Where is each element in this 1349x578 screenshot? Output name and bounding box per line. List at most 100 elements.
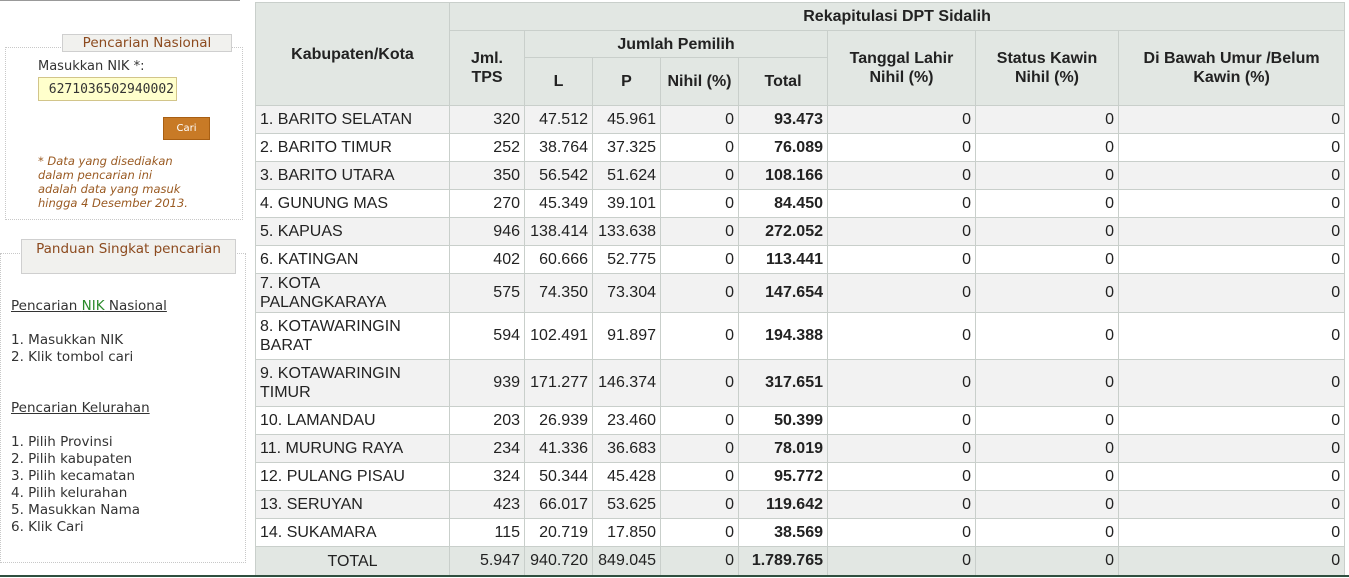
cell-kawin: 0 (975, 161, 1119, 190)
table-row: 7. KOTA PALANGKARAYA 575 74.350 73.304 0 147.… (255, 273, 1346, 313)
cell-l: 45.349 (524, 189, 593, 218)
cell-l: 47.512 (524, 105, 593, 134)
cell-name: 1. BARITO SELATAN (255, 105, 450, 134)
guide-nik-steps: 1. Masukkan NIK 2. Klik tombol cari (11, 332, 133, 366)
cell-tps: 946 (449, 217, 525, 246)
cell-umur: 0 (1117, 359, 1346, 407)
cell-tgl: 0 (827, 189, 976, 218)
cell-tps: 594 (449, 312, 525, 360)
nik-input[interactable] (38, 77, 177, 101)
table-row: 12. PULANG PISAU 324 50.344 45.428 0 95.772 0 0… (255, 462, 1346, 491)
cell-name: 5. KAPUAS (255, 217, 450, 246)
guide-kel-step: 2. Pilih kabupaten (11, 451, 133, 467)
cell-kawin: 0 (975, 490, 1119, 519)
guide-nik-heading-highlight: NIK (81, 298, 105, 314)
cell-total: 119.642 (738, 490, 828, 519)
cell-nihil: 0 (660, 105, 739, 134)
cell-tps: 423 (449, 490, 525, 519)
cell-umur: 0 (1117, 273, 1346, 313)
header-total: Total (738, 57, 828, 106)
cell-nihil: 0 (660, 518, 739, 547)
search-button[interactable]: Cari (163, 117, 210, 140)
cell-tgl: 0 (827, 273, 976, 313)
cell-l: 41.336 (524, 434, 593, 463)
cell-name: 8. KOTAWARINGIN BARAT (255, 312, 450, 360)
cell-l: 102.491 (524, 312, 593, 360)
header-tanggal-lahir: Tanggal Lahir Nihil (%) (827, 30, 976, 106)
top-divider (0, 0, 240, 1)
cell-umur: 0 (1117, 406, 1346, 435)
cell-total: 108.166 (738, 161, 828, 190)
cell-tgl: 0 (827, 359, 976, 407)
guide-nik-heading[interactable]: Pencarian NIK Nasional (11, 298, 167, 314)
cell-p: 91.897 (592, 312, 661, 360)
cell-kawin: 0 (975, 105, 1119, 134)
footer-divider (0, 575, 1349, 577)
cell-tgl: 0 (827, 245, 976, 274)
cell-tgl: 0 (827, 312, 976, 360)
cell-tps: 252 (449, 133, 525, 162)
cell-total: 147.654 (738, 273, 828, 313)
table-row: 13. SERUYAN 423 66.017 53.625 0 119.642 0 0 0 (255, 490, 1346, 519)
cell-nihil: 0 (660, 189, 739, 218)
cell-total: 84.450 (738, 189, 828, 218)
guide-panel-title: Panduan Singkat pencarian (21, 239, 236, 274)
header-l: L (524, 57, 593, 106)
cell-umur: 0 (1117, 245, 1346, 274)
cell-total: 93.473 (738, 105, 828, 134)
cell-name: 6. KATINGAN (255, 245, 450, 274)
cell-nihil: 0 (660, 161, 739, 190)
cell-tps: 320 (449, 105, 525, 134)
cell-umur: 0 (1117, 312, 1346, 360)
guide-kel-step: 5. Masukkan Nama (11, 502, 140, 518)
table-row: 5. KAPUAS 946 138.414 133.638 0 272.052 0 0 0 (255, 217, 1346, 246)
table-row: 4. GUNUNG MAS 270 45.349 39.101 0 84.450 0 0 0 (255, 189, 1346, 218)
cell-p: 53.625 (592, 490, 661, 519)
cell-tps: 324 (449, 462, 525, 491)
header-dibawah-umur: Di Bawah Umur /Belum Kawin (%) (1117, 30, 1346, 106)
cell-kawin: 0 (975, 133, 1119, 162)
cell-total: 95.772 (738, 462, 828, 491)
header-p: P (592, 57, 661, 106)
cell-total: 50.399 (738, 406, 828, 435)
table-row: 6. KATINGAN 402 60.666 52.775 0 113.441 0 0 0 (255, 245, 1346, 274)
cell-nihil: 0 (660, 490, 739, 519)
cell-umur: 0 (1117, 161, 1346, 190)
guide-kelurahan-heading[interactable]: Pencarian Kelurahan (11, 400, 150, 416)
cell-nihil: 0 (660, 359, 739, 407)
cell-kawin: 0 (975, 245, 1119, 274)
cell-name: 9. KOTAWARINGIN TIMUR (255, 359, 450, 407)
guide-nik-step: 1. Masukkan NIK (11, 332, 124, 348)
table-title: Rekapitulasi DPT Sidalih (448, 2, 1346, 31)
table-row: 9. KOTAWARINGIN TIMUR 939 171.277 146.374 0 3… (255, 359, 1346, 407)
cell-tps: 575 (449, 273, 525, 313)
cell-total: 272.052 (738, 217, 828, 246)
cell-tgl: 0 (827, 217, 976, 246)
header-status-kawin: Status Kawin Nihil (%) (975, 30, 1119, 106)
cell-p: 45.428 (592, 462, 661, 491)
cell-name: 14. SUKAMARA (255, 518, 450, 547)
cell-p: 36.683 (592, 434, 661, 463)
cell-tgl: 0 (827, 490, 976, 519)
guide-kelurahan-steps: 1. Pilih Provinsi 2. Pilih kabupaten 3. … (11, 434, 140, 536)
cell-tgl: 0 (827, 161, 976, 190)
cell-nihil: 0 (660, 434, 739, 463)
cell-p: 17.850 (592, 518, 661, 547)
cell-tgl: 0 (827, 462, 976, 491)
cell-kawin: 0 (975, 189, 1119, 218)
cell-nihil: 0 (660, 133, 739, 162)
cell-l: 66.017 (524, 490, 593, 519)
cell-umur: 0 (1117, 462, 1346, 491)
cell-kawin: 0 (975, 518, 1119, 547)
cell-l: 38.764 (524, 133, 593, 162)
table-row: 2. BARITO TIMUR 252 38.764 37.325 0 76.089 0 0 0 (255, 133, 1346, 162)
total-tgl: 0 (827, 546, 976, 576)
cell-umur: 0 (1117, 105, 1346, 134)
total-umur: 0 (1117, 546, 1346, 576)
cell-kawin: 0 (975, 462, 1119, 491)
cell-kawin: 0 (975, 406, 1119, 435)
cell-tgl: 0 (827, 133, 976, 162)
cell-l: 56.542 (524, 161, 593, 190)
header-jumlah-pemilih: Jumlah Pemilih (524, 30, 828, 58)
cell-tgl: 0 (827, 434, 976, 463)
